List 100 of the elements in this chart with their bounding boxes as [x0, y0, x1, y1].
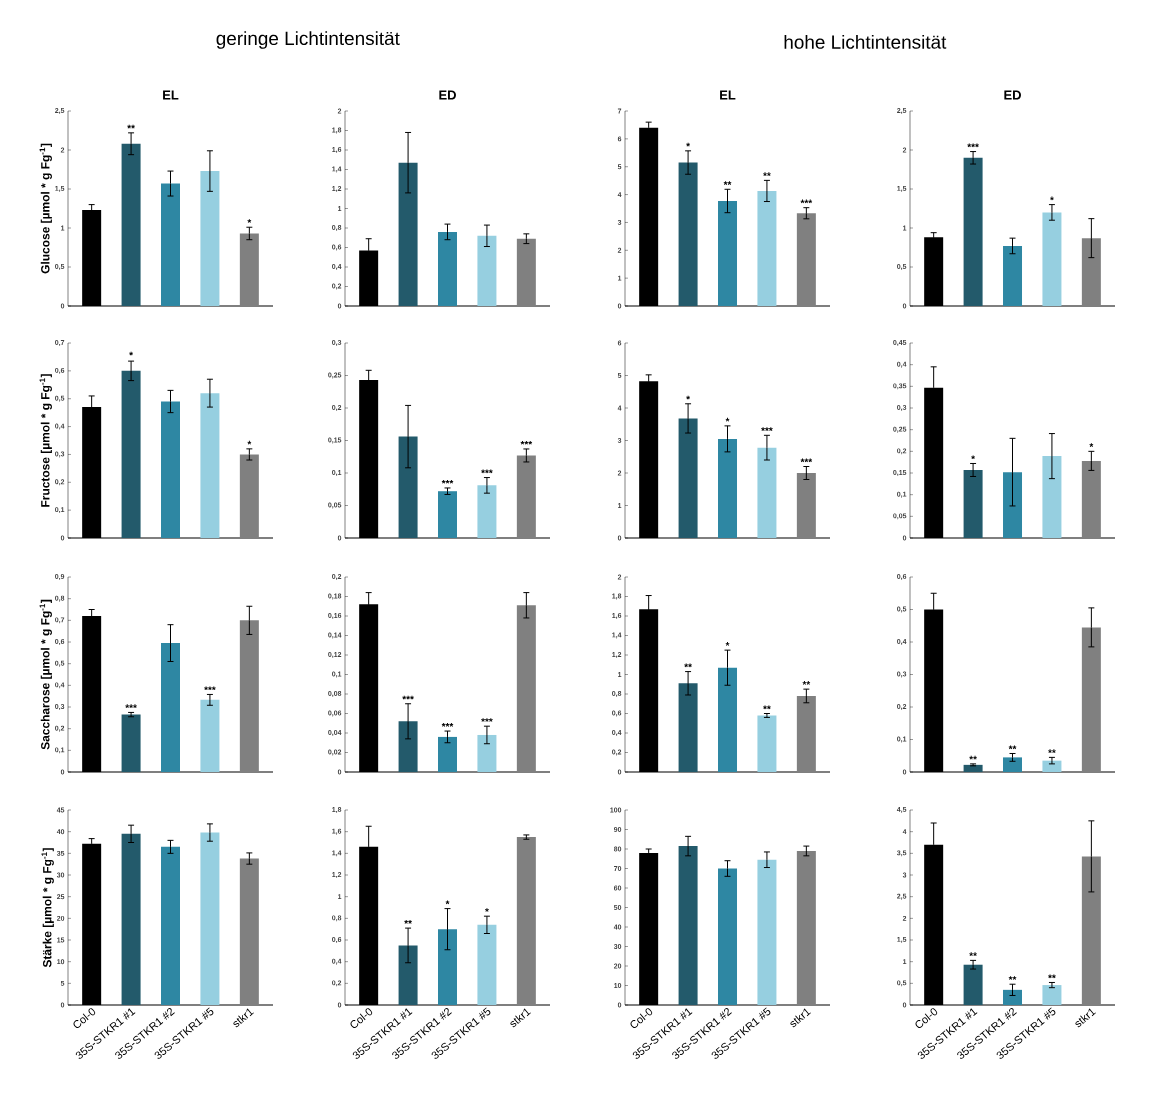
- bar: [121, 370, 141, 539]
- bar: [718, 438, 738, 539]
- bar: [239, 858, 259, 1006]
- annotation: **: [969, 755, 977, 760]
- bar: [477, 485, 497, 539]
- annotation: **: [969, 952, 977, 957]
- annotation: ***: [441, 723, 454, 727]
- annotation: **: [684, 663, 692, 668]
- annotation: *: [247, 440, 252, 445]
- bar: [477, 924, 497, 1006]
- bar: [718, 868, 738, 1006]
- annotation: *: [445, 900, 450, 905]
- bar: [161, 846, 180, 1006]
- annotation: ***: [441, 479, 454, 484]
- bar: [718, 200, 738, 306]
- bar: [438, 491, 457, 539]
- bar: [477, 235, 497, 306]
- bar: [678, 162, 698, 306]
- bar: [796, 473, 816, 539]
- y-axis-title: Fructose [µmol * g Fg$^{-1}$]: [39, 374, 52, 507]
- annotation: *: [725, 417, 730, 422]
- bar: [678, 683, 698, 773]
- annotation: *: [686, 395, 691, 400]
- annotation: ***: [520, 440, 533, 445]
- bar: [200, 699, 220, 773]
- annotation: ***: [481, 469, 493, 474]
- bar: [1081, 627, 1101, 773]
- bar: [1042, 985, 1062, 1006]
- bar: [1042, 456, 1062, 539]
- bar: [239, 233, 259, 306]
- annotation: *: [1050, 196, 1054, 201]
- bar: [516, 238, 536, 306]
- bar: [757, 715, 777, 773]
- chart-title: EL: [720, 90, 736, 100]
- chart-title: ED: [1004, 90, 1021, 100]
- bar: [796, 850, 816, 1006]
- bar: [678, 846, 698, 1006]
- annotation: *: [725, 642, 730, 646]
- annotation: ***: [481, 718, 493, 722]
- bar: [398, 721, 418, 773]
- bar: [678, 418, 698, 539]
- annotation: ***: [125, 704, 137, 709]
- annotation: ***: [761, 427, 773, 431]
- bar: [200, 393, 220, 539]
- annotation: *: [971, 455, 976, 460]
- bar: [200, 171, 220, 306]
- annotation: ***: [204, 686, 216, 691]
- bar: [1003, 245, 1023, 306]
- bar: [963, 157, 983, 306]
- bar: [718, 667, 738, 773]
- annotation: ***: [402, 695, 414, 700]
- bar: [516, 455, 536, 539]
- annotation: ***: [967, 143, 979, 148]
- annotation: *: [247, 219, 252, 223]
- y-axis-title: Glucose [µmol * g Fg$^{-1}$]: [39, 143, 52, 274]
- annotation: ***: [800, 199, 813, 204]
- bar: [161, 401, 180, 539]
- bar: [757, 447, 777, 539]
- bar: [1081, 856, 1101, 1006]
- annotation: **: [763, 172, 771, 177]
- bar: [1042, 760, 1062, 773]
- annotation: *: [129, 351, 134, 356]
- bar: [161, 643, 180, 773]
- bar: [398, 162, 418, 306]
- bar: [398, 436, 418, 539]
- y-axis-title: Stärke [µmol * g Fg$^{-1}$]: [41, 848, 54, 968]
- bar: [121, 714, 141, 773]
- bar: [1003, 989, 1023, 1006]
- bar: [1081, 460, 1101, 539]
- bar: [757, 859, 777, 1006]
- bar: [200, 832, 220, 1006]
- annotation: **: [1008, 745, 1017, 750]
- bar: [239, 454, 259, 539]
- bar: [516, 605, 536, 773]
- bar: [438, 929, 457, 1006]
- annotation: *: [1089, 443, 1094, 447]
- bar: [796, 213, 816, 306]
- text: hohe Lichtintensität: [784, 34, 947, 49]
- annotation: **: [1048, 974, 1056, 979]
- bar: [963, 469, 983, 539]
- bar: [796, 695, 816, 773]
- bar: [398, 945, 418, 1006]
- annotation: **: [802, 681, 811, 685]
- annotation: **: [763, 705, 771, 710]
- annotation: **: [127, 124, 135, 129]
- annotation: **: [404, 920, 412, 924]
- bar: [161, 183, 180, 306]
- bar: [438, 736, 457, 773]
- bar: [963, 764, 983, 773]
- bar: [963, 964, 983, 1006]
- chart-title: EL: [163, 90, 179, 100]
- bar: [757, 190, 777, 306]
- y-axis-title: Saccharose [µmol * g Fg$^{-1}$]: [39, 599, 52, 750]
- annotation: **: [1048, 749, 1056, 754]
- bar: [121, 143, 141, 306]
- bar: [1003, 757, 1023, 773]
- chart-title: ED: [439, 90, 456, 100]
- bar: [239, 620, 259, 773]
- bar: [1081, 238, 1101, 306]
- annotation: **: [1008, 976, 1017, 980]
